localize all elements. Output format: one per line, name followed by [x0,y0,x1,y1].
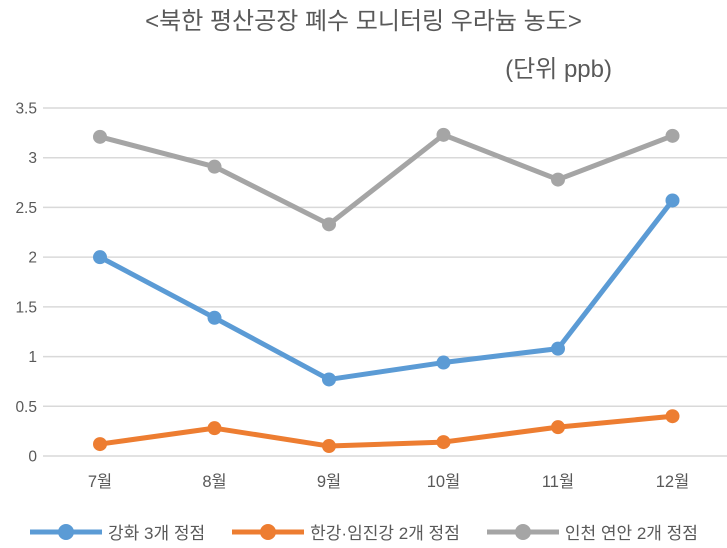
line-circle-marker-icon [486,523,559,540]
series-1-point-4 [551,420,565,435]
y-axis-tick-label: 2 [28,250,37,267]
plot-area: 0 0.5 1 1.5 2 2.5 3 3.5 7월 8월 9월 10월 11월 12월 [15,100,727,491]
series-1-point-1 [207,421,222,436]
x-axis-tick-label: 10월 [427,472,461,491]
y-axis-tick-label: 3.5 [15,100,37,117]
series-2-point-2 [322,217,336,232]
series-line-2 [97,132,675,227]
series-line-1 [97,413,675,449]
legend-item-ganghwa: 강화 3개 정점 [29,519,205,544]
y-axis-tick-label: 3 [28,150,37,167]
line-circle-marker-icon [232,523,305,540]
x-axis-tick-label: 12월 [656,472,690,491]
series-0-point-5 [665,193,680,208]
legend-item-hangang-imjingang: 한강·임진강 2개 정점 [231,519,460,544]
y-axis-tick-label: 1 [28,349,37,366]
chart-title: <북한 평산공장 폐수 모니터링 우라늄 농도> [145,8,582,35]
x-axis-tick-label: 11월 [542,472,574,491]
series-2-point-1 [207,159,222,174]
legend-label: 강화 3개 정점 [108,524,206,543]
series-1-point-0 [93,437,107,452]
series-2-point-4 [551,172,565,187]
series-0-point-1 [207,310,222,325]
x-axis-tick-label: 8월 [202,472,226,491]
y-axis-tick-label: 2.5 [15,200,37,217]
series-1-point-3 [436,435,451,450]
x-axis-tick-label: 9월 [317,472,341,491]
x-axis-tick-label: 7월 [88,472,112,491]
series-1-point-5 [665,409,680,424]
y-axis-tick-label: 1.5 [15,299,37,316]
legend-label: 인천 연안 2개 정점 [564,524,698,543]
series-2-point-3 [436,127,451,142]
y-axis-tick-label: 0 [28,449,37,466]
line-circle-marker-icon [30,523,103,540]
series-1-point-2 [322,439,336,454]
series-0-point-4 [551,341,565,356]
series-0-point-2 [322,372,336,387]
series-2-point-5 [665,128,680,143]
legend-label: 한강·임진강 2개 정점 [310,524,460,543]
y-axis-tick-label: 0.5 [15,399,37,416]
series-line-0 [97,197,675,382]
series-2-point-0 [93,129,107,144]
legend-item-incheon-coast: 인천 연안 2개 정점 [486,519,698,544]
chart-unit-label: (단위 ppb) [505,56,612,83]
series-0-point-3 [436,355,451,370]
chart-legend: 강화 3개 정점 한강·임진강 2개 정점 인천 연안 2개 정점 [0,519,727,544]
series-0-point-0 [93,250,107,265]
